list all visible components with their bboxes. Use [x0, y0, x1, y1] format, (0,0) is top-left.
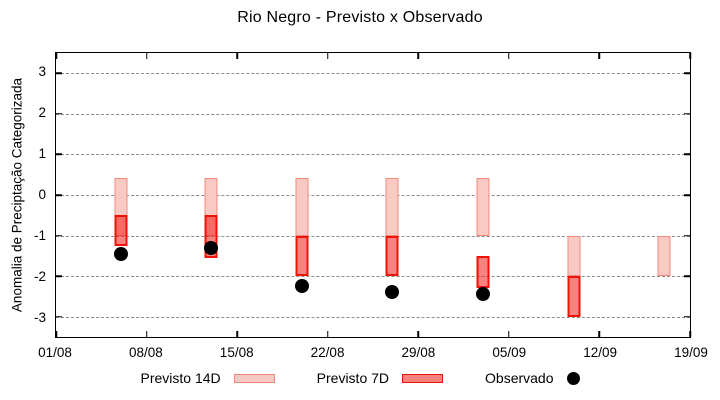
- forecast-bar-7d: [114, 215, 128, 246]
- plot-area: [55, 52, 691, 338]
- legend-label: Observado: [485, 370, 554, 386]
- axis-tick-bottom: [55, 331, 57, 337]
- legend-item-previsto-14d: Previsto 14D: [141, 370, 275, 386]
- axis-tick-bottom: [236, 331, 238, 337]
- legend-label: Previsto 7D: [316, 370, 390, 386]
- forecast-bar-7d: [295, 235, 309, 277]
- observed-point: [385, 285, 400, 300]
- x-tick-label: 29/08: [401, 345, 436, 360]
- x-tick-label: 15/08: [219, 345, 254, 360]
- axis-tick-left: [56, 113, 62, 115]
- x-tick-label: 19/09: [674, 345, 708, 360]
- gridline: [56, 195, 690, 196]
- forecast-bar-14d: [567, 235, 581, 277]
- y-tick-label: -2: [33, 268, 46, 284]
- gridline: [56, 113, 690, 115]
- axis-tick-left: [56, 275, 62, 277]
- y-tick-label: -1: [33, 227, 46, 243]
- axis-tick-bottom: [689, 331, 691, 337]
- axis-tick-bottom: [417, 331, 420, 337]
- x-tick-label: 08/08: [128, 345, 163, 360]
- x-tick-label: 12/09: [583, 345, 618, 360]
- axis-tick-top: [689, 53, 691, 59]
- axis-tick-top: [598, 53, 601, 59]
- y-tick-label: -3: [33, 309, 46, 325]
- observed-point: [204, 240, 219, 255]
- axis-tick-right: [684, 194, 690, 196]
- chart-legend: Previsto 14D Previsto 7D Observado: [0, 370, 720, 386]
- axis-tick-left: [56, 153, 62, 156]
- y-tick-label: 2: [38, 105, 46, 121]
- gridline: [56, 154, 690, 156]
- axis-tick-right: [684, 234, 690, 237]
- axis-tick-right: [684, 275, 690, 277]
- axis-tick-top: [417, 53, 420, 59]
- forecast-bar-14d: [657, 235, 671, 277]
- forecast-bar-14d: [385, 177, 399, 236]
- y-tick-label: 3: [38, 64, 46, 80]
- axis-tick-left: [56, 194, 62, 196]
- observed-point: [113, 246, 128, 261]
- legend-item-previsto-7d: Previsto 7D: [316, 370, 444, 386]
- axis-tick-bottom: [598, 331, 601, 337]
- axis-tick-left: [56, 234, 62, 237]
- forecast-bar-7d: [385, 235, 399, 277]
- axis-tick-right: [684, 315, 690, 318]
- legend-swatch-dot: [566, 371, 580, 385]
- axis-tick-bottom: [145, 331, 148, 337]
- y-tick-label: 1: [38, 146, 46, 162]
- x-tick-label: 22/08: [310, 345, 345, 360]
- axis-tick-top: [508, 53, 510, 59]
- legend-label: Previsto 14D: [140, 370, 221, 386]
- x-tick-label: 05/09: [492, 345, 527, 360]
- gridline: [56, 235, 690, 237]
- forecast-bar-14d: [476, 177, 490, 236]
- y-tick-label: 0: [38, 187, 46, 202]
- axis-tick-top: [145, 53, 148, 59]
- forecast-bar-14d: [295, 177, 309, 236]
- axis-tick-top: [236, 53, 238, 59]
- axis-tick-right: [684, 113, 690, 115]
- gridline: [56, 73, 690, 75]
- axis-tick-top: [55, 53, 57, 59]
- legend-swatch-box: [402, 373, 444, 383]
- legend-swatch-box: [233, 373, 275, 383]
- axis-tick-left: [56, 315, 62, 318]
- chart-title: Rio Negro - Previsto x Observado: [237, 9, 483, 26]
- axis-tick-left: [56, 72, 62, 75]
- axis-tick-right: [684, 72, 690, 75]
- axis-tick-bottom: [326, 331, 329, 337]
- legend-item-observado: Observado: [485, 370, 580, 386]
- axis-tick-bottom: [508, 331, 510, 337]
- forecast-bar-7d: [567, 276, 581, 317]
- axis-tick-right: [684, 153, 690, 156]
- observed-point: [294, 279, 309, 294]
- axis-tick-top: [326, 53, 329, 59]
- gridline: [56, 316, 690, 318]
- observed-point: [475, 287, 490, 302]
- gridline: [56, 276, 690, 278]
- forecast-bar-7d: [476, 255, 490, 289]
- x-tick-label: 01/08: [38, 345, 72, 360]
